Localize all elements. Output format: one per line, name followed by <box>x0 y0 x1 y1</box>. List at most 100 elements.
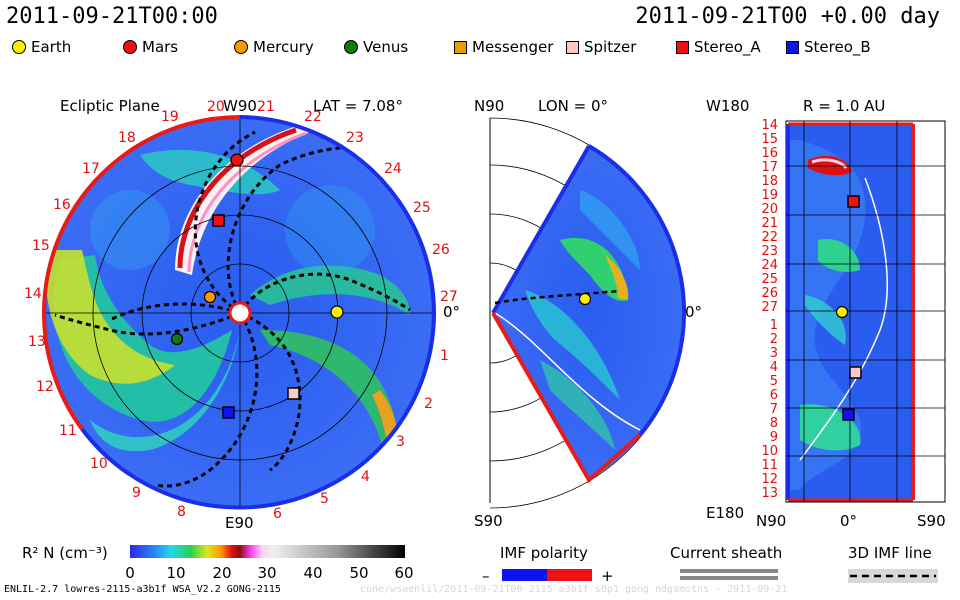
latlon-stereo-b-marker <box>842 408 855 421</box>
ecliptic-density <box>45 125 410 460</box>
spitzer-marker <box>287 387 300 400</box>
latlon-axis-mid: 0° <box>840 512 857 530</box>
cbar-tick-30: 30 <box>257 564 276 582</box>
legend-label: Mercury <box>253 38 314 56</box>
meridional-bottom-left: S90 <box>474 512 503 530</box>
cbar-tick-10: 10 <box>166 564 185 582</box>
cbar-tick-50: 50 <box>349 564 368 582</box>
tick-9: 9 <box>132 485 141 501</box>
row-1: 1 <box>770 318 778 333</box>
legend-venus: Venus <box>344 38 408 56</box>
colorbar: R² N (cm⁻³) 0 10 20 30 40 50 60 <box>22 544 414 582</box>
current-sheath-label: Current sheath <box>670 544 782 562</box>
tick-13: 13 <box>28 334 46 350</box>
mars-marker-icon <box>123 40 137 54</box>
row-6: 6 <box>770 388 778 403</box>
footer-right: cone/wsaenlil/2011-09-21T00 2115 a3b1f s… <box>360 584 788 595</box>
row-3: 3 <box>770 346 778 361</box>
tick-15: 15 <box>32 238 50 254</box>
legend-label: Stereo_B <box>804 38 871 56</box>
earth-marker-icon <box>12 40 26 54</box>
row-7: 7 <box>770 402 778 417</box>
imf-line-label: 3D IMF line <box>848 544 932 562</box>
tick-10: 10 <box>90 456 108 472</box>
tick-6: 6 <box>273 506 282 522</box>
row-4: 4 <box>770 360 778 375</box>
row-17: 17 <box>761 160 778 175</box>
ecliptic-right-label: 0° <box>443 303 460 321</box>
row-23: 23 <box>761 244 778 259</box>
row-27: 27 <box>761 300 778 315</box>
tick-16: 16 <box>53 197 71 213</box>
tick-14: 14 <box>24 286 42 302</box>
meridional-right-label: 0° <box>685 303 702 321</box>
imf-polarity-label: IMF polarity <box>500 544 588 562</box>
row-19: 19 <box>761 188 778 203</box>
row-15: 15 <box>761 132 778 147</box>
cbar-tick-20: 20 <box>212 564 231 582</box>
row-14: 14 <box>761 118 778 133</box>
stereo-a-marker-icon <box>676 40 689 54</box>
current-sheath-legend: Current sheath <box>670 544 782 580</box>
tick-5: 5 <box>320 491 329 507</box>
stereo-a-marker <box>212 214 225 227</box>
row-16: 16 <box>761 146 778 161</box>
meridional-lon-label: LON = 0° <box>538 97 608 115</box>
ecliptic-tick-labels: 1 2 3 4 5 6 8 9 10 11 12 13 14 15 16 17 … <box>24 99 458 522</box>
tick-1: 1 <box>440 348 449 364</box>
legend-messenger: Messenger <box>454 38 553 56</box>
legend: Earth Mars Mercury Venus Messenger Spitz… <box>12 38 952 58</box>
legend-label: Spitzer <box>584 38 637 56</box>
row-18: 18 <box>761 174 778 189</box>
latlon-row-labels: 14 15 16 17 18 19 20 21 22 23 24 25 26 2… <box>761 118 778 501</box>
row-11: 11 <box>761 458 778 473</box>
tick-17: 17 <box>82 161 100 177</box>
ecliptic-plot: Ecliptic Plane W90 LAT = 7.08° 0° E90 1 … <box>24 97 460 532</box>
row-21: 21 <box>761 216 778 231</box>
legend-earth: Earth <box>12 38 71 56</box>
imf-line-legend: 3D IMF line <box>848 544 938 583</box>
row-10: 10 <box>761 444 778 459</box>
latlon-axis-right: S90 <box>917 512 946 530</box>
ecliptic-bottom-label: E90 <box>225 514 254 532</box>
tick-19: 19 <box>161 109 179 125</box>
tick-4: 4 <box>361 469 370 485</box>
legend-spitzer: Spitzer <box>566 38 636 56</box>
messenger-marker-icon <box>454 40 467 54</box>
legend-stereo-a: Stereo_A <box>676 38 761 56</box>
imf-polarity-legend: IMF polarity – + <box>482 544 614 585</box>
venus-marker <box>170 332 184 346</box>
tick-2: 2 <box>424 396 433 412</box>
spitzer-marker-icon <box>566 40 579 54</box>
latlon-bottom-left: E180 <box>706 504 744 522</box>
row-25: 25 <box>761 272 778 287</box>
meridional-plot: N90 LON = 0° 0° S90 <box>474 97 702 530</box>
cbar-tick-60: 60 <box>394 564 413 582</box>
tick-23: 23 <box>346 130 364 146</box>
tick-20: 20 <box>207 99 225 115</box>
legend-label: Stereo_A <box>694 38 761 56</box>
mercury-marker-icon <box>234 40 248 54</box>
latlon-top-left: W180 <box>706 97 749 115</box>
legend-label: Earth <box>31 38 72 56</box>
stereo-b-marker-icon <box>786 40 799 54</box>
imf-polarity-plus: + <box>601 567 614 585</box>
meridional-top-left: N90 <box>474 97 504 115</box>
time-left: 2011-09-21T00:00 <box>6 4 218 29</box>
stereo-b-marker <box>222 406 235 419</box>
tick-21: 21 <box>257 99 275 115</box>
ecliptic-imf-lines <box>54 130 411 488</box>
tick-26: 26 <box>432 242 450 258</box>
row-26: 26 <box>761 286 778 301</box>
ecliptic-lat-label: LAT = 7.08° <box>313 97 403 115</box>
footer-left: ENLIL-2.7 lowres-2115-a3b1f WSA_V2.2 GON… <box>4 584 281 595</box>
row-24: 24 <box>761 258 778 273</box>
tick-22: 22 <box>304 109 322 125</box>
tick-3: 3 <box>396 434 405 450</box>
legend-mercury: Mercury <box>234 38 314 56</box>
sun-marker <box>228 301 252 325</box>
venus-marker-icon <box>344 40 358 54</box>
tick-12: 12 <box>36 379 54 395</box>
colorbar-label: R² N (cm⁻³) <box>22 544 108 562</box>
mercury-marker <box>203 290 217 304</box>
